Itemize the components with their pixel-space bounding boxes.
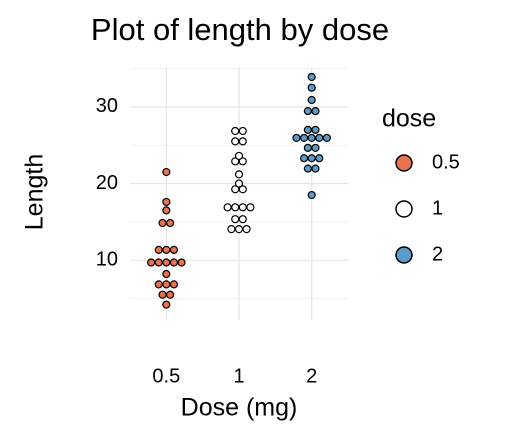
dot	[238, 185, 247, 194]
legend-title: dose	[382, 105, 436, 133]
dot	[147, 258, 156, 267]
dot	[231, 126, 240, 136]
dot	[223, 203, 232, 212]
legend-swatch	[395, 246, 413, 264]
legend-swatch	[395, 200, 413, 218]
dot	[307, 72, 316, 82]
dot	[154, 245, 163, 254]
x-tick-label: 0.5	[152, 365, 180, 387]
y-tick-label: 30	[96, 95, 118, 117]
dot	[307, 190, 316, 200]
y-tick-label: 10	[96, 248, 118, 270]
y-axis-label: Length	[21, 154, 49, 230]
dot	[234, 225, 244, 234]
dot	[303, 143, 312, 152]
dot	[162, 269, 171, 279]
dot	[169, 258, 179, 267]
dot	[238, 137, 247, 146]
dot	[162, 206, 171, 215]
dot	[234, 170, 244, 179]
dot	[234, 151, 244, 161]
y-tick-label: 20	[96, 172, 118, 194]
dot	[158, 218, 167, 228]
dot	[177, 258, 186, 267]
x-tick-label: 1	[233, 365, 244, 387]
dot	[238, 126, 247, 136]
dot	[311, 125, 320, 134]
dot	[231, 137, 240, 146]
legend-label: 0.5	[432, 151, 460, 173]
dot	[162, 280, 171, 289]
dot	[311, 164, 320, 173]
dot	[231, 215, 240, 224]
dot	[307, 133, 316, 143]
dot	[307, 83, 316, 92]
dot	[315, 154, 324, 163]
x-axis-label: Dose (mg)	[181, 394, 298, 422]
dot	[242, 225, 251, 234]
dot	[166, 290, 175, 299]
dot	[169, 245, 179, 254]
legend-label: 1	[432, 197, 443, 219]
dot	[238, 157, 247, 166]
dot	[158, 290, 167, 299]
dot	[227, 225, 236, 234]
dot	[303, 106, 312, 116]
dot	[307, 95, 316, 105]
dot	[154, 280, 163, 289]
x-tick-label: 2	[306, 365, 317, 387]
legend-swatch	[395, 154, 413, 172]
dot	[292, 133, 301, 143]
dot	[322, 133, 331, 143]
dot	[166, 218, 175, 228]
legend-label: 2	[432, 243, 443, 265]
dot	[303, 125, 312, 134]
dot	[169, 280, 179, 289]
dot	[162, 167, 171, 177]
dot	[311, 106, 320, 116]
dot	[154, 258, 163, 267]
dot	[234, 179, 244, 188]
dot	[307, 154, 316, 163]
dot	[299, 154, 309, 163]
dot	[231, 203, 240, 212]
dot	[162, 258, 171, 267]
dot	[162, 197, 171, 207]
dot	[299, 133, 309, 143]
chart-title: Plot of length by dose	[91, 12, 389, 47]
dot	[238, 203, 247, 212]
dot	[238, 215, 247, 224]
dot	[162, 245, 171, 254]
dot	[303, 164, 312, 173]
dot	[246, 203, 255, 212]
dot	[315, 133, 324, 143]
dot	[162, 300, 171, 309]
dot	[311, 143, 320, 152]
